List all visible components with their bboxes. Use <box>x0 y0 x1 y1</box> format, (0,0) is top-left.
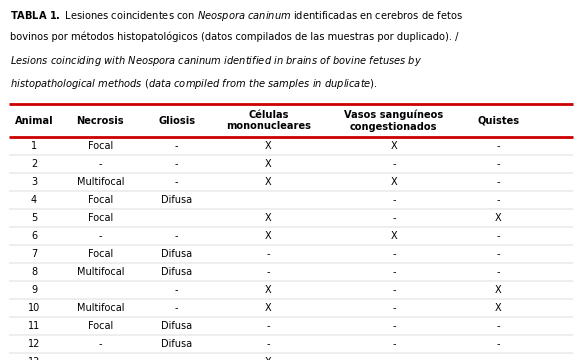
Text: X: X <box>265 285 271 295</box>
Text: X: X <box>390 177 397 187</box>
Text: -: - <box>496 141 500 151</box>
Text: X: X <box>495 303 502 313</box>
Text: -: - <box>392 303 396 313</box>
Text: X: X <box>265 177 271 187</box>
Text: -: - <box>175 303 178 313</box>
Text: X: X <box>390 231 397 241</box>
Text: -: - <box>99 159 102 169</box>
Text: 6: 6 <box>31 231 37 241</box>
Text: -: - <box>392 357 396 360</box>
Text: -: - <box>99 339 102 349</box>
Text: -: - <box>267 321 270 331</box>
Text: Quistes: Quistes <box>477 116 519 126</box>
Text: 13: 13 <box>28 357 40 360</box>
Text: X: X <box>495 285 502 295</box>
Text: X: X <box>265 159 271 169</box>
Text: -: - <box>496 177 500 187</box>
Text: -: - <box>496 267 500 277</box>
Text: Difusa: Difusa <box>161 249 192 259</box>
Text: X: X <box>265 303 271 313</box>
Text: -: - <box>175 159 178 169</box>
Text: Difusa: Difusa <box>161 267 192 277</box>
Text: -: - <box>392 267 396 277</box>
Text: -: - <box>392 195 396 205</box>
Text: -: - <box>496 321 500 331</box>
Text: Necrosis: Necrosis <box>77 116 124 126</box>
Text: Focal: Focal <box>88 321 113 331</box>
Text: Animal: Animal <box>14 116 53 126</box>
Text: -: - <box>175 141 178 151</box>
Text: Células
mononucleares: Células mononucleares <box>226 110 311 131</box>
Text: -: - <box>496 339 500 349</box>
Text: 10: 10 <box>28 303 40 313</box>
Text: Multifocal: Multifocal <box>77 267 124 277</box>
Text: -: - <box>267 267 270 277</box>
Text: 2: 2 <box>31 159 37 169</box>
Text: -: - <box>392 213 396 223</box>
Text: Focal: Focal <box>88 249 113 259</box>
Text: X: X <box>265 231 271 241</box>
Text: Difusa: Difusa <box>161 339 192 349</box>
Text: Focal: Focal <box>88 213 113 223</box>
Text: -: - <box>392 249 396 259</box>
Text: -: - <box>496 159 500 169</box>
Text: 5: 5 <box>31 213 37 223</box>
Text: Focal: Focal <box>88 141 113 151</box>
Text: -: - <box>392 339 396 349</box>
Text: -: - <box>496 195 500 205</box>
Text: -: - <box>99 357 102 360</box>
Text: 7: 7 <box>31 249 37 259</box>
Text: 3: 3 <box>31 177 37 187</box>
Text: -: - <box>175 357 178 360</box>
Text: -: - <box>175 285 178 295</box>
Text: Difusa: Difusa <box>161 321 192 331</box>
Text: -: - <box>496 249 500 259</box>
Text: 9: 9 <box>31 285 37 295</box>
Text: -: - <box>99 231 102 241</box>
Text: X: X <box>390 141 397 151</box>
Text: Focal: Focal <box>88 195 113 205</box>
Text: 4: 4 <box>31 195 37 205</box>
Text: Vasos sanguíneos
congestionados: Vasos sanguíneos congestionados <box>345 109 444 132</box>
Text: 1: 1 <box>31 141 37 151</box>
Text: X: X <box>265 213 271 223</box>
Text: X: X <box>495 213 502 223</box>
Text: Multifocal: Multifocal <box>77 177 124 187</box>
Text: X: X <box>265 357 271 360</box>
Text: Multifocal: Multifocal <box>77 303 124 313</box>
Text: -: - <box>175 231 178 241</box>
Text: Gliosis: Gliosis <box>158 116 195 126</box>
Text: bovinos por métodos histopatológicos (datos compilados de las muestras por dupli: bovinos por métodos histopatológicos (da… <box>10 32 459 42</box>
Text: Difusa: Difusa <box>161 195 192 205</box>
Text: -: - <box>267 339 270 349</box>
Text: -: - <box>496 357 500 360</box>
Text: -: - <box>392 285 396 295</box>
Text: 8: 8 <box>31 267 37 277</box>
Text: -: - <box>392 159 396 169</box>
Text: -: - <box>267 249 270 259</box>
Text: X: X <box>265 141 271 151</box>
Text: -: - <box>496 231 500 241</box>
Text: 11: 11 <box>28 321 40 331</box>
Text: 12: 12 <box>28 339 40 349</box>
Text: $\bf{TABLA\ 1.}$ Lesiones coincidentes con $\it{Neospora\ caninum}$ identificada: $\bf{TABLA\ 1.}$ Lesiones coincidentes c… <box>10 9 463 23</box>
Text: $\it{histopathological\ methods\ (data\ compiled\ from\ the\ samples\ in\ duplic: $\it{histopathological\ methods\ (data\ … <box>10 77 378 91</box>
Text: -: - <box>392 321 396 331</box>
Text: -: - <box>175 177 178 187</box>
Text: $\it{Lesions\ coinciding\ with\ Neospora\ caninum\ identified\ in\ brains\ of\ b: $\it{Lesions\ coinciding\ with\ Neospora… <box>10 54 422 68</box>
